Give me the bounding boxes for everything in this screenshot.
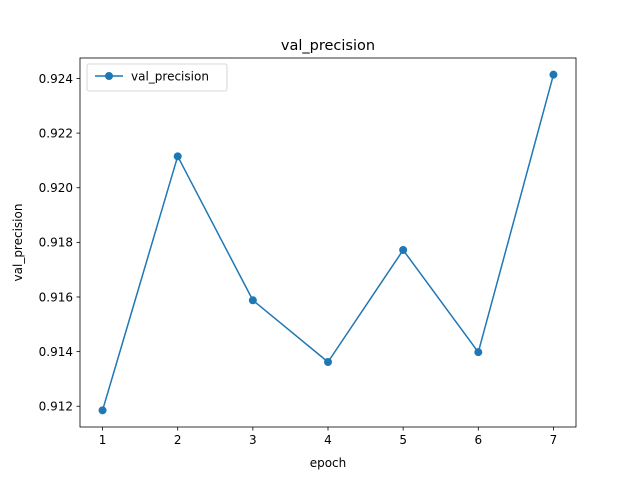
y-tick-label: 0.914 (39, 345, 73, 359)
x-tick-label: 3 (249, 433, 257, 447)
x-tick-label: 4 (324, 433, 332, 447)
x-tick-label: 7 (550, 433, 558, 447)
series-layer (98, 70, 558, 415)
data-point-marker (98, 406, 107, 415)
data-point-marker (399, 246, 408, 255)
x-axis-ticks: 1 2 3 4 5 6 7 (99, 427, 558, 447)
x-tick-label: 2 (174, 433, 182, 447)
y-tick-label: 0.912 (39, 400, 73, 414)
legend-box (86, 63, 228, 92)
data-point-marker (324, 357, 332, 366)
plot-area (80, 58, 576, 427)
y-axis-label: val_precision (11, 204, 25, 282)
plot-frame (79, 57, 577, 428)
legend: val_precision (86, 63, 228, 92)
data-point-marker (173, 152, 182, 161)
x-tick-label: 1 (99, 433, 107, 447)
legend-marker-swatch (105, 72, 113, 80)
x-tick-label: 5 (399, 433, 407, 447)
y-axis-ticks: 0.912 0.914 0.916 0.918 0.920 0.922 0.924 (39, 72, 80, 414)
legend-entry-label: val_precision (131, 70, 209, 84)
data-point-marker (248, 296, 257, 305)
data-point-marker (549, 70, 558, 79)
y-tick-label: 0.924 (39, 72, 73, 86)
y-tick-label: 0.918 (39, 236, 73, 250)
y-tick-label: 0.920 (39, 181, 73, 195)
data-point-marker (474, 348, 483, 357)
chart-title: val_precision (281, 38, 375, 54)
x-tick-label: 6 (474, 433, 482, 447)
x-axis-label: epoch (310, 456, 347, 470)
y-tick-label: 0.922 (39, 126, 73, 140)
y-tick-label: 0.916 (39, 290, 73, 304)
